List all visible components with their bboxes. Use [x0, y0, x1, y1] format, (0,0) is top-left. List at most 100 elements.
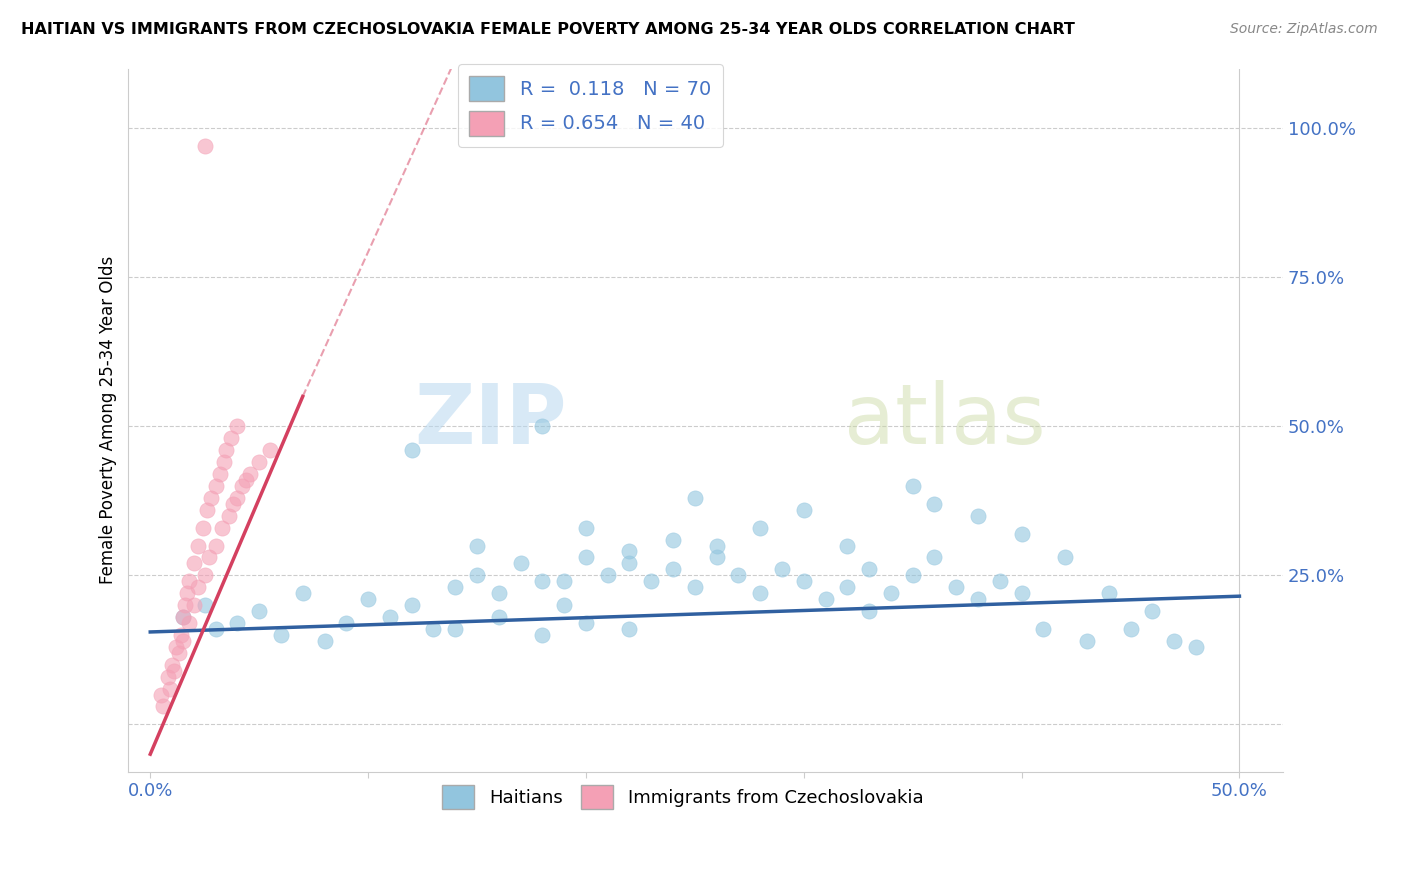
Point — [988, 574, 1011, 589]
Point — [553, 574, 575, 589]
Point — [662, 533, 685, 547]
Point — [235, 473, 257, 487]
Point — [880, 586, 903, 600]
Point — [1142, 604, 1164, 618]
Point — [259, 443, 281, 458]
Point — [814, 592, 837, 607]
Y-axis label: Female Poverty Among 25-34 Year Olds: Female Poverty Among 25-34 Year Olds — [100, 256, 117, 584]
Point — [1032, 622, 1054, 636]
Point — [683, 491, 706, 505]
Point — [208, 467, 231, 481]
Point — [172, 634, 194, 648]
Point — [575, 521, 598, 535]
Point — [200, 491, 222, 505]
Point — [204, 622, 226, 636]
Point — [183, 598, 205, 612]
Point — [195, 502, 218, 516]
Text: HAITIAN VS IMMIGRANTS FROM CZECHOSLOVAKIA FEMALE POVERTY AMONG 25-34 YEAR OLDS C: HAITIAN VS IMMIGRANTS FROM CZECHOSLOVAKI… — [21, 22, 1076, 37]
Point — [401, 598, 423, 612]
Point — [488, 586, 510, 600]
Point — [176, 586, 198, 600]
Point — [793, 574, 815, 589]
Point — [165, 640, 187, 654]
Point — [211, 521, 233, 535]
Point — [239, 467, 262, 481]
Point — [531, 574, 554, 589]
Point — [444, 580, 467, 594]
Point — [858, 562, 880, 576]
Point — [444, 622, 467, 636]
Point — [204, 479, 226, 493]
Point — [218, 508, 240, 523]
Point — [619, 544, 641, 558]
Point — [214, 455, 236, 469]
Point — [640, 574, 662, 589]
Point — [156, 670, 179, 684]
Point — [727, 568, 749, 582]
Point — [662, 562, 685, 576]
Point — [160, 657, 183, 672]
Point — [901, 568, 924, 582]
Point — [1119, 622, 1142, 636]
Point — [187, 539, 209, 553]
Point — [531, 628, 554, 642]
Point — [509, 557, 531, 571]
Point — [553, 598, 575, 612]
Point — [749, 521, 772, 535]
Point — [575, 550, 598, 565]
Point — [1011, 586, 1033, 600]
Point — [172, 610, 194, 624]
Point — [1011, 526, 1033, 541]
Point — [204, 539, 226, 553]
Point — [619, 622, 641, 636]
Point — [247, 455, 270, 469]
Point — [575, 615, 598, 630]
Point — [1185, 640, 1208, 654]
Point — [270, 628, 292, 642]
Point — [198, 550, 221, 565]
Point — [1076, 634, 1098, 648]
Point — [183, 557, 205, 571]
Point — [378, 610, 401, 624]
Point — [401, 443, 423, 458]
Point — [488, 610, 510, 624]
Point — [226, 491, 249, 505]
Point — [170, 628, 193, 642]
Point — [924, 497, 946, 511]
Point — [945, 580, 967, 594]
Point — [596, 568, 619, 582]
Point — [194, 598, 217, 612]
Point — [422, 622, 444, 636]
Point — [291, 586, 314, 600]
Point — [770, 562, 793, 576]
Point — [619, 557, 641, 571]
Point — [172, 610, 194, 624]
Point — [683, 580, 706, 594]
Point — [793, 502, 815, 516]
Point — [465, 539, 488, 553]
Point — [159, 681, 181, 696]
Legend: Haitians, Immigrants from Czechoslovakia: Haitians, Immigrants from Czechoslovakia — [434, 778, 931, 816]
Point — [1098, 586, 1121, 600]
Point — [1054, 550, 1077, 565]
Point — [837, 580, 859, 594]
Point — [247, 604, 270, 618]
Point — [357, 592, 380, 607]
Point — [179, 574, 201, 589]
Point — [706, 539, 728, 553]
Text: atlas: atlas — [844, 380, 1046, 461]
Point — [215, 443, 238, 458]
Point — [314, 634, 336, 648]
Point — [226, 419, 249, 434]
Point — [901, 479, 924, 493]
Point — [150, 688, 173, 702]
Point — [967, 508, 990, 523]
Point — [174, 598, 197, 612]
Point — [531, 419, 554, 434]
Point — [837, 539, 859, 553]
Point — [179, 615, 201, 630]
Point — [749, 586, 772, 600]
Point — [858, 604, 880, 618]
Point — [163, 664, 186, 678]
Point — [194, 568, 217, 582]
